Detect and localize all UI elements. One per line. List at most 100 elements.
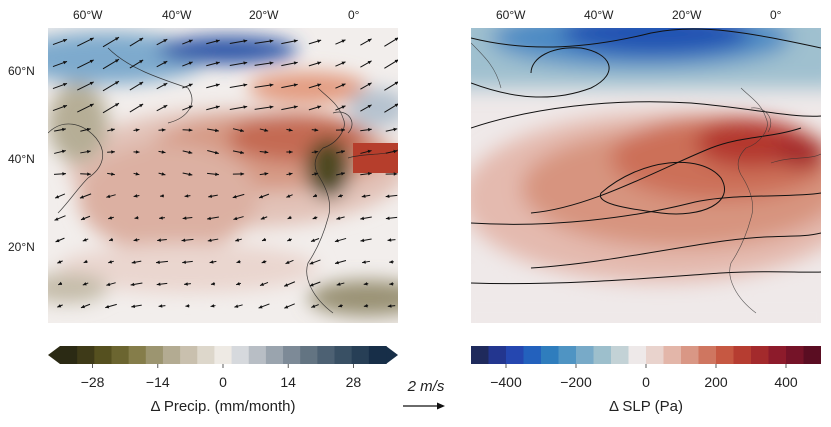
wind-vector-head [80,304,85,309]
slp-colorbar-title: Δ SLP (Pa) [609,398,683,415]
wind-vector-head [83,259,88,264]
wind-vector-head [362,260,366,264]
colorbar-segment [628,346,647,364]
wind-vector-head [341,128,346,132]
wind-vector-head [182,260,187,264]
wind-vector-head [338,303,343,308]
wind-vector-head [293,105,298,109]
wind-vector-head [208,194,213,198]
wind-vector-head [163,105,168,109]
wind-vector-head [159,216,163,220]
wind-vector-head [341,61,346,65]
wind-vector-head [188,39,193,43]
wind-vector-head [115,59,120,63]
colorbar-tick-label: −200 [560,374,592,390]
colorbar-segment [646,346,665,364]
colorbar-tick-label: −28 [80,374,105,390]
wind-vector-head [89,103,94,108]
right-lon-tick-60w: 60°W [496,8,526,22]
wind-vector-head [58,281,63,285]
wind-vector-head [317,61,322,65]
wind-vector-head [207,216,211,221]
slp-contour-3 [471,101,821,129]
wind-vector-head [110,172,115,176]
left-lat-tick-20n: 20°N [8,240,35,254]
wind-vector-head [63,61,68,65]
wind-vector-head [232,194,237,199]
slp-contour-4 [530,127,802,214]
wind-vector-head [207,238,212,243]
british-isles-coast [332,111,353,134]
colorbar-segment [558,346,577,364]
wind-vector-head [135,172,140,176]
wind-vector-head [240,128,244,133]
wind-vector-head [161,128,166,132]
wind-vector-head [341,150,345,154]
wind-vector-head [393,127,398,132]
colorbar-segment [368,346,387,364]
wind-vector-head [158,304,163,308]
wind-vector-head [86,149,91,154]
wind-vector-head [363,304,368,308]
wind-vector-head [385,216,390,220]
colorbar-segment [751,346,770,364]
right-europe-africa-coast [729,87,768,314]
left-lon-tick-40w: 40°W [162,8,192,22]
wind-vector-head [115,81,120,85]
wind-vector-head [310,238,315,242]
precip-anomaly-west-africa [308,280,398,316]
colorbar-segment [471,346,490,364]
wind-vector-head [233,216,238,221]
wind-vector-head [82,238,87,242]
colorbar-segment [265,346,284,364]
wind-vector-head [288,150,293,154]
wind-vector-head [313,193,318,198]
wind-vector-head [335,260,339,265]
precip-anomaly-west-lobe [78,143,258,253]
wind-vector-head [109,237,114,242]
wind-vector-head [389,260,393,264]
wind-vector-head [360,216,365,221]
right-lon-tick-0: 0° [770,8,782,22]
wind-vector-head [236,259,241,264]
quiver-key-label: 2 m/s [407,378,445,395]
wind-vector-head [135,128,140,132]
slp-colorbar [471,346,821,368]
wind-vector-head [111,150,115,154]
precip-anomaly-north-core [158,36,298,64]
slp-low-core [561,28,751,55]
wind-vector-head [389,282,394,286]
wind-vector-head [235,238,240,242]
wind-vector-head [287,215,292,220]
slp-contour-7 [530,232,821,269]
colorbar-segment [576,346,595,364]
slp-contour-2 [471,47,610,98]
wind-vector-head [243,83,248,87]
colorbar-segment [317,346,336,364]
greenland-coast [107,47,193,124]
wind-vector-head [387,238,392,242]
wind-vector-head [336,282,341,286]
wind-vector-head [285,260,290,264]
wind-vector-head [87,172,91,176]
precip-colorbar [48,346,398,368]
wind-vector-head [57,304,62,308]
wind-vector-head [110,128,115,132]
colorbar-segment [162,346,181,364]
colorbar-segment [541,346,560,364]
colorbar-segment [94,346,113,364]
wind-vector-head [214,150,219,155]
right-british-isles-coast [750,107,772,133]
colorbar-segment [334,346,353,364]
colorbar-tick-label: 28 [345,374,362,390]
wind-vector-head [54,217,59,221]
right-greenland-coast [471,42,502,89]
wind-vector-head [293,61,298,65]
precip-anomaly-caribbean [48,273,108,303]
colorbar-tick-label: −400 [490,374,522,390]
slp-contour-map [471,28,821,323]
colorbar-segment [768,346,787,364]
wind-vector-head [133,194,138,198]
wind-vector-head [181,238,186,242]
wind-vector-head [57,260,62,264]
